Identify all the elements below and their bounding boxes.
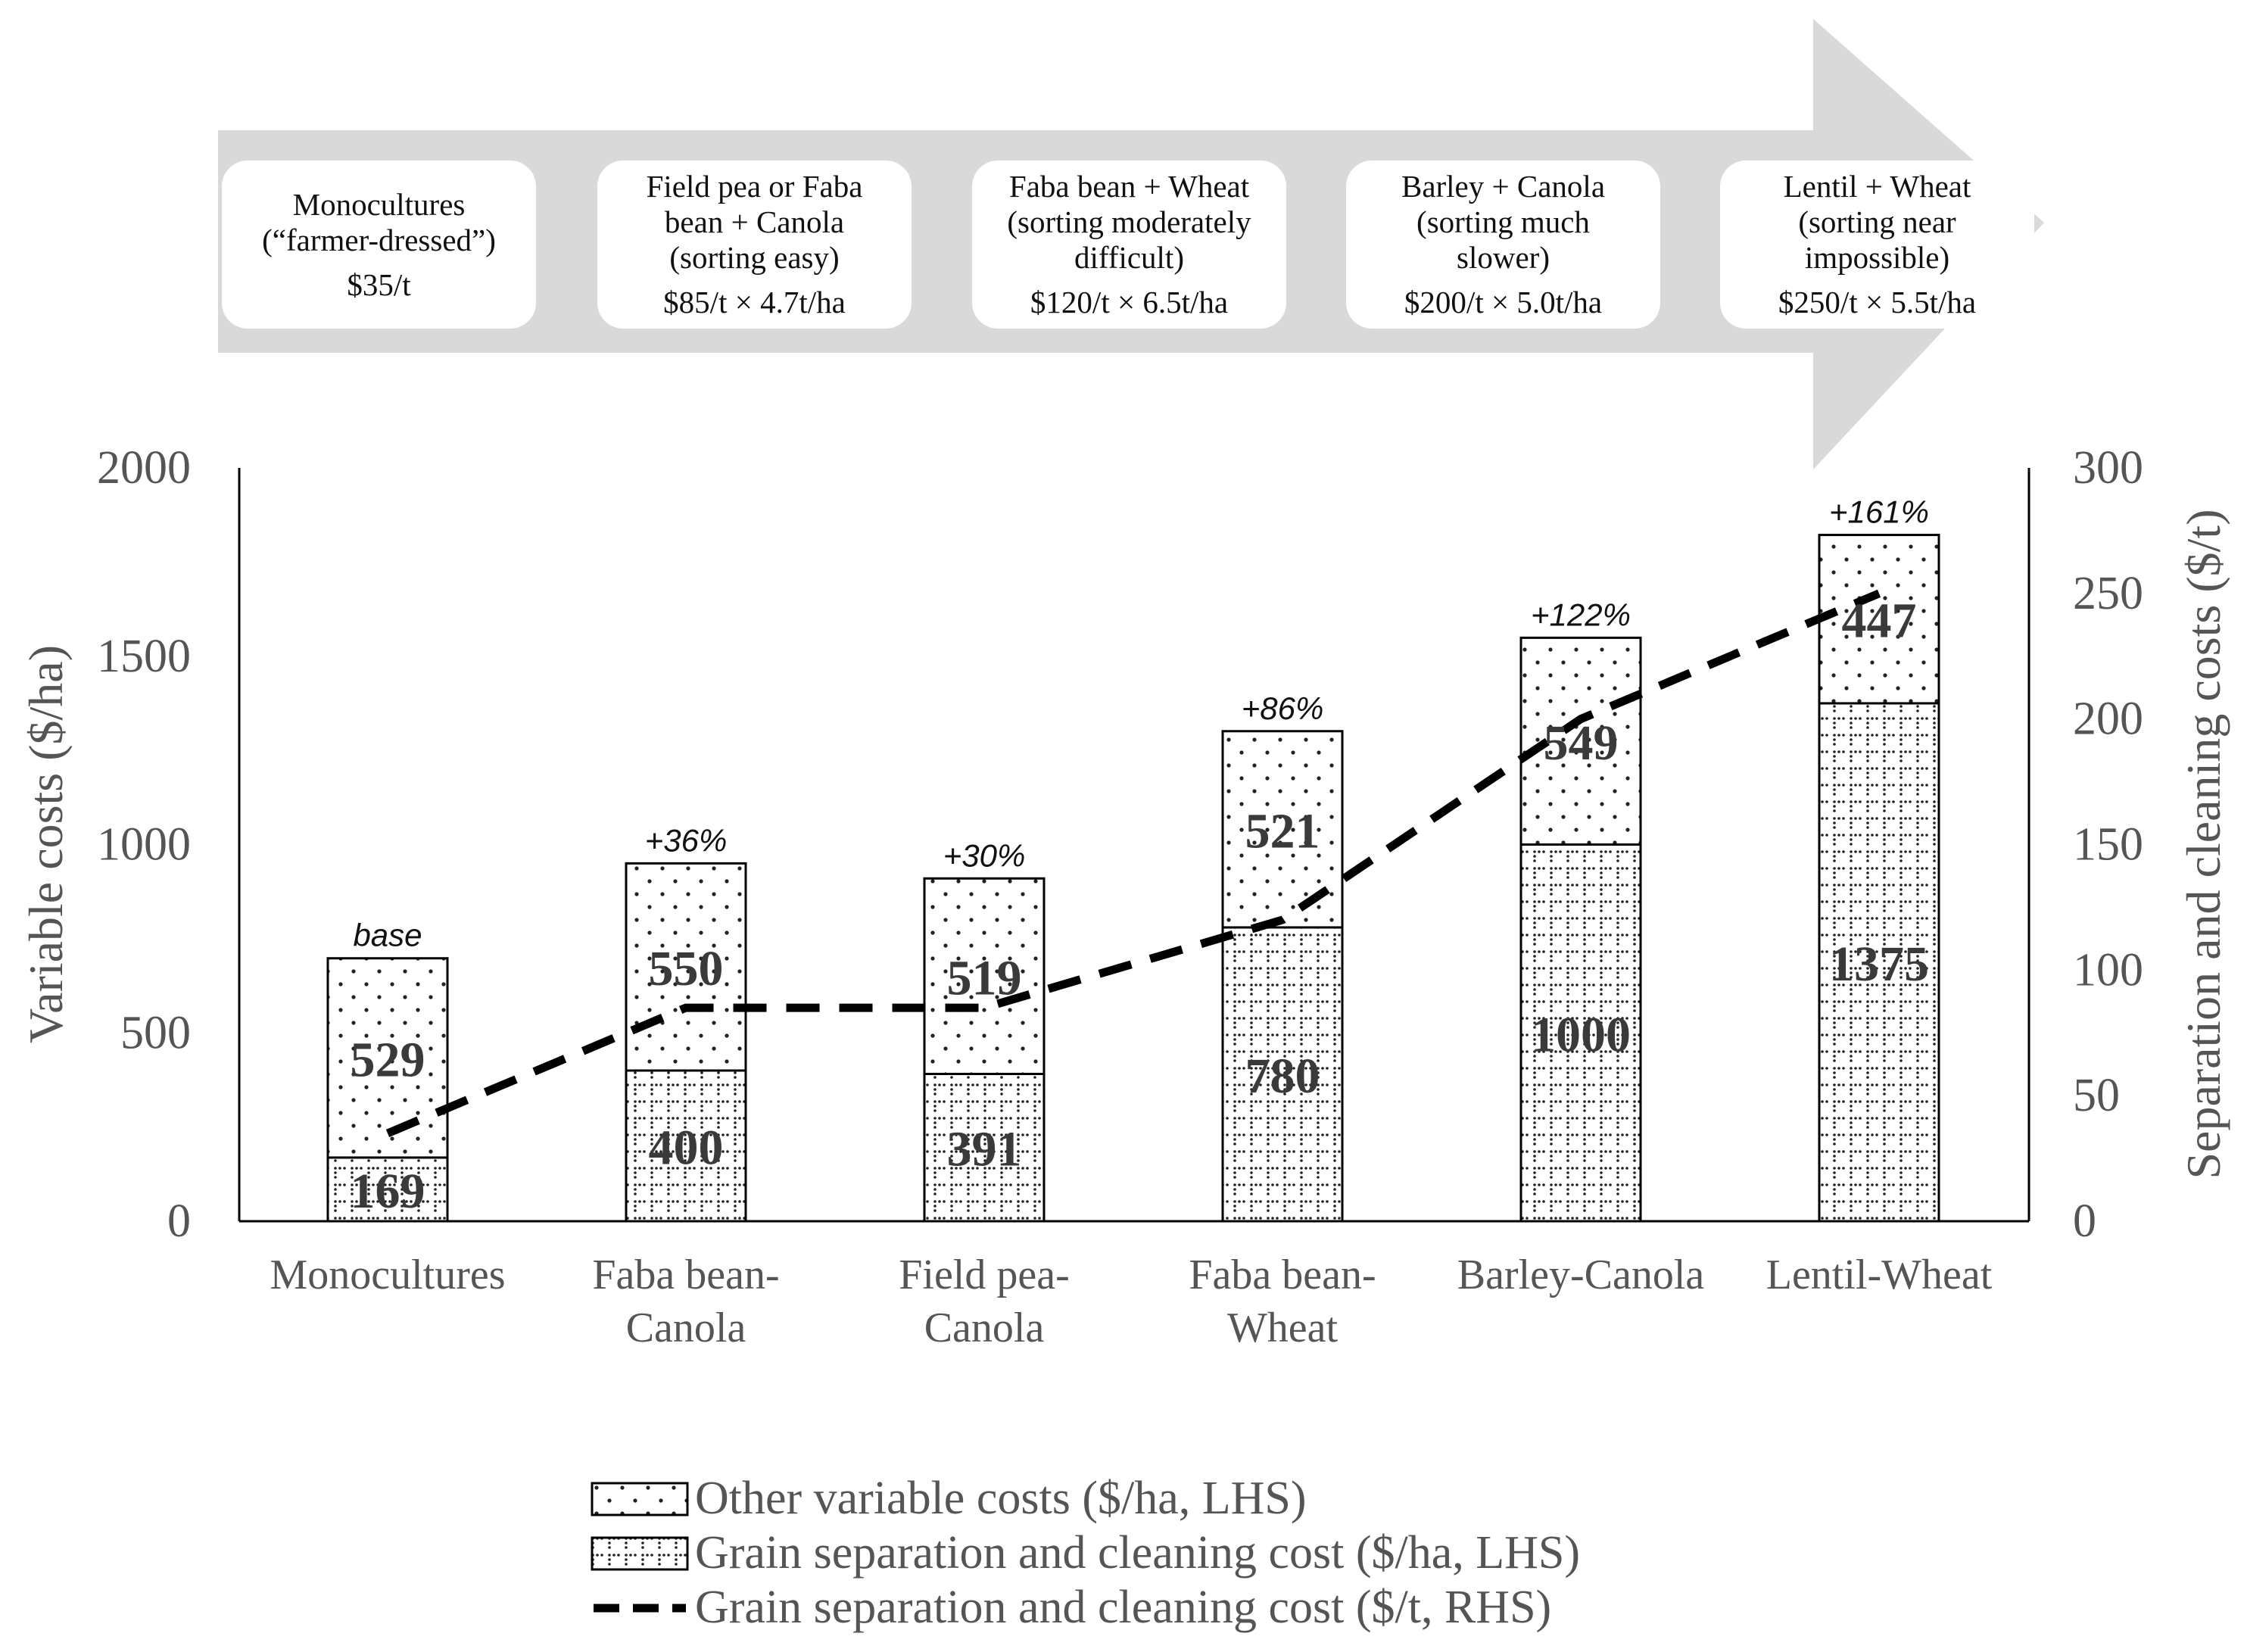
bar-other-costs <box>625 862 747 1072</box>
x-tick-label: Faba bean- <box>1189 1251 1376 1298</box>
label-other-costs: 521 <box>1245 803 1320 859</box>
x-tick-label: Monocultures <box>270 1251 505 1298</box>
y2-axis-title: Separation and cleaning costs ($/t) <box>2177 509 2230 1179</box>
stage-description: Monocultures <box>292 186 466 222</box>
label-increase: +161% <box>1829 494 1929 530</box>
stage-description: bean + Canola <box>664 204 845 239</box>
legend-item-separation-t: Grain separation and cleaning cost ($/t,… <box>591 1581 1551 1635</box>
bar-other-costs <box>326 957 449 1159</box>
stage-description: (sorting easy) <box>669 240 840 275</box>
stage-description: difficult) <box>1074 240 1184 275</box>
x-tick-label: Barley-Canola <box>1457 1251 1705 1298</box>
legend-swatch-dashed-line <box>594 1604 686 1612</box>
legend-item-separation-ha: Grain separation and cleaning cost ($/ha… <box>591 1526 1580 1580</box>
stage-description: Faba bean + Wheat <box>1008 169 1250 204</box>
y2-tick-label: 200 <box>2073 694 2143 745</box>
legend-swatch-dots <box>591 1482 689 1516</box>
y-tick-label: 1500 <box>97 631 191 682</box>
label-separation-cost: 391 <box>947 1122 1022 1177</box>
x-tick-label: Wheat <box>1227 1304 1339 1351</box>
stage-cost: $35/t <box>347 267 411 302</box>
label-increase: +122% <box>1531 597 1631 632</box>
axes: 0 500 1000 1500 2000 0 50 100 150 200 250 300 Variab… <box>19 442 2230 1351</box>
label-separation-cost: 169 <box>351 1164 425 1219</box>
y2-tick-label: 300 <box>2073 442 2143 494</box>
x-tick-label: Faba bean- <box>592 1251 779 1298</box>
bars <box>326 534 1940 1223</box>
stage-box: Monocultures (“farmer-dressed”) $35/t <box>222 161 536 329</box>
stage-description: (sorting much <box>1416 204 1590 239</box>
legend-item-other-costs: Other variable costs ($/ha, LHS) <box>591 1472 1306 1526</box>
label-other-costs: 519 <box>947 950 1022 1005</box>
y-tick-label: 1000 <box>97 819 191 871</box>
x-tick-label: Lentil-Wheat <box>1766 1251 1993 1298</box>
label-increase: base <box>353 918 422 953</box>
bar-other-costs <box>1818 534 1940 705</box>
stage-cost: $85/t × 4.7t/ha <box>663 285 846 319</box>
stage-box: Field pea or Faba bean + Canola (sorting e… <box>597 161 912 329</box>
y2-tick-label: 0 <box>2073 1195 2096 1247</box>
bar-separation-cost <box>1818 702 1940 1223</box>
bar-other-costs <box>923 877 1046 1075</box>
y-axis-title: Variable costs ($/ha) <box>19 645 73 1043</box>
label-other-costs: 549 <box>1544 715 1619 771</box>
legend-label-separation-t: Grain separation and cleaning cost ($/t,… <box>695 1582 1552 1633</box>
legend-swatch-grid <box>591 1536 689 1570</box>
bar-separation-cost <box>1519 843 1642 1223</box>
y2-tick-label: 150 <box>2073 819 2143 871</box>
stage-description: Barley + Canola <box>1401 169 1606 204</box>
label-separation-cost: 780 <box>1245 1049 1320 1104</box>
x-tick-label: Canola <box>924 1304 1045 1351</box>
stage-description: (“farmer-dressed”) <box>262 222 496 257</box>
label-increase: +36% <box>645 822 728 858</box>
stage-description: impossible) <box>1804 240 1950 275</box>
bar-separation-cost <box>625 1069 747 1223</box>
y-tick-label: 0 <box>167 1195 191 1247</box>
data-labels: 169 529 base 400 550 +36% 391 519 +30% 780 521 +86%… <box>351 494 1930 1219</box>
label-separation-cost: 1375 <box>1829 937 1929 992</box>
stage-description: Field pea or Faba <box>646 169 863 204</box>
cost-per-tonne-line <box>385 589 1881 1137</box>
label-other-costs: 529 <box>351 1032 425 1087</box>
stage-description: slower) <box>1457 240 1550 275</box>
label-separation-cost: 1000 <box>1531 1007 1631 1062</box>
stage-description: (sorting near <box>1798 204 1956 239</box>
legend-label-separation-ha: Grain separation and cleaning cost ($/ha… <box>695 1527 1581 1579</box>
stage-cost: $250/t × 5.5t/ha <box>1778 285 1977 319</box>
stage-box: Barley + Canola (sorting much slower) $200/… <box>1346 161 1660 329</box>
x-tick-label: Canola <box>626 1304 746 1351</box>
y-tick-label: 500 <box>120 1007 191 1058</box>
label-increase: +86% <box>1242 690 1324 726</box>
x-tick-label: Field pea- <box>899 1251 1069 1298</box>
stage-description: (sorting moderately <box>1007 204 1251 239</box>
y2-tick-label: 100 <box>2073 944 2143 996</box>
label-other-costs: 550 <box>649 941 724 996</box>
stage-box: Faba bean + Wheat (sorting moderately diff… <box>972 161 1286 329</box>
label-separation-cost: 400 <box>649 1121 724 1176</box>
legend-label-other-costs: Other variable costs ($/ha, LHS) <box>695 1473 1307 1524</box>
y2-tick-label: 250 <box>2073 568 2143 619</box>
stage-cost: $200/t × 5.0t/ha <box>1404 285 1603 319</box>
bar-separation-cost <box>923 1072 1046 1223</box>
label-increase: +30% <box>943 837 1026 873</box>
bar-separation-cost <box>1221 926 1344 1223</box>
y2-tick-label: 50 <box>2073 1070 2120 1121</box>
line-cost-per-tonne <box>385 589 1881 1137</box>
stage-box: Lentil + Wheat (sorting near impossible) $2… <box>1720 161 2034 329</box>
stage-cost: $120/t × 6.5t/ha <box>1030 285 1229 319</box>
label-other-costs: 447 <box>1842 594 1917 649</box>
stage-description: Lentil + Wheat <box>1783 169 1971 204</box>
y-tick-label: 2000 <box>97 442 191 494</box>
